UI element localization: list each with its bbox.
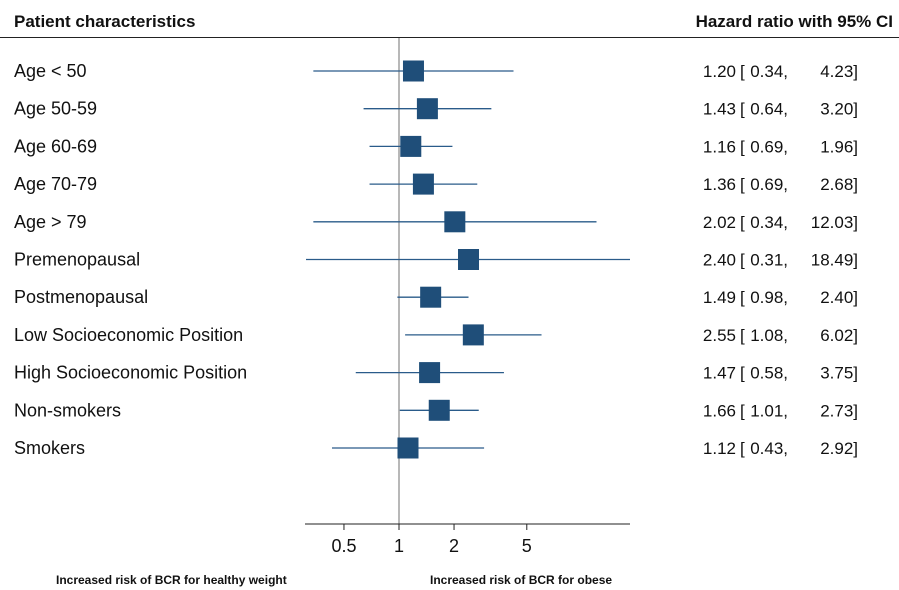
header-hazard-ratio: Hazard ratio with 95% CI bbox=[695, 12, 893, 31]
ci-upper-value: 18.49] bbox=[811, 251, 858, 270]
hr-value: 2.02 bbox=[703, 213, 736, 232]
ci-open-bracket: [ bbox=[740, 137, 745, 156]
hr-marker bbox=[400, 135, 422, 157]
hr-value: 1.47 bbox=[703, 364, 736, 383]
hr-marker bbox=[412, 173, 434, 195]
ci-lower-value: 0.98, bbox=[750, 288, 788, 307]
ci-upper-value: 1.96] bbox=[820, 137, 858, 156]
hr-value: 2.55 bbox=[703, 326, 736, 345]
ci-upper-value: 3.20] bbox=[820, 100, 858, 119]
footer-healthy-weight: Increased risk of BCR for healthy weight bbox=[56, 573, 287, 587]
row-label: Premenopausal bbox=[14, 250, 140, 270]
hr-value: 1.12 bbox=[703, 439, 736, 458]
ci-lower-value: 0.31, bbox=[750, 251, 788, 270]
hr-marker bbox=[420, 286, 442, 308]
header-patient-characteristics: Patient characteristics bbox=[14, 12, 196, 31]
row-label: Age 50-59 bbox=[14, 99, 97, 119]
row-label: Postmenopausal bbox=[14, 287, 148, 307]
ci-upper-value: 3.75] bbox=[820, 364, 858, 383]
ci-lower-value: 1.01, bbox=[750, 401, 788, 420]
hr-marker bbox=[402, 60, 424, 82]
ci-upper-value: 2.40] bbox=[820, 288, 858, 307]
row-label: Age 70-79 bbox=[14, 174, 97, 194]
ci-upper-value: 2.92] bbox=[820, 439, 858, 458]
hr-marker bbox=[397, 437, 419, 459]
ci-upper-value: 4.23] bbox=[820, 62, 858, 81]
ci-upper-value: 12.03] bbox=[811, 213, 858, 232]
hr-marker bbox=[458, 249, 480, 270]
ci-open-bracket: [ bbox=[740, 100, 745, 119]
hr-value: 1.16 bbox=[703, 137, 736, 156]
x-tick-label: 0.5 bbox=[331, 536, 356, 556]
row-label: Age < 50 bbox=[14, 61, 87, 81]
header-rule bbox=[0, 37, 899, 38]
ci-lower-value: 0.43, bbox=[750, 439, 788, 458]
ci-open-bracket: [ bbox=[740, 439, 745, 458]
ci-upper-value: 2.68] bbox=[820, 175, 858, 194]
ci-open-bracket: [ bbox=[740, 251, 745, 270]
hr-value: 1.36 bbox=[703, 175, 736, 194]
ci-lower-value: 0.69, bbox=[750, 175, 788, 194]
x-tick-label: 5 bbox=[522, 536, 532, 556]
hr-value: 1.20 bbox=[703, 62, 736, 81]
ci-upper-value: 2.73] bbox=[820, 401, 858, 420]
hr-marker bbox=[419, 362, 441, 384]
row-label: High Socioeconomic Position bbox=[14, 363, 247, 383]
ci-open-bracket: [ bbox=[740, 288, 745, 307]
ci-lower-value: 0.58, bbox=[750, 364, 788, 383]
x-tick-label: 2 bbox=[449, 536, 459, 556]
row-label: Age 60-69 bbox=[14, 136, 97, 156]
ci-open-bracket: [ bbox=[740, 175, 745, 194]
ci-open-bracket: [ bbox=[740, 62, 745, 81]
row-label: Smokers bbox=[14, 438, 85, 458]
hr-value: 1.43 bbox=[703, 100, 736, 119]
hr-marker bbox=[462, 324, 484, 346]
ci-lower-value: 0.34, bbox=[750, 62, 788, 81]
ci-open-bracket: [ bbox=[740, 364, 745, 383]
ci-lower-value: 0.69, bbox=[750, 137, 788, 156]
ci-upper-value: 6.02] bbox=[820, 326, 858, 345]
x-tick-label: 1 bbox=[394, 536, 404, 556]
ci-lower-value: 0.64, bbox=[750, 100, 788, 119]
hr-value: 2.40 bbox=[703, 251, 736, 270]
hr-marker bbox=[428, 399, 450, 421]
ci-lower-value: 0.34, bbox=[750, 213, 788, 232]
hr-value: 1.49 bbox=[703, 288, 736, 307]
row-label: Low Socioeconomic Position bbox=[14, 325, 243, 345]
hr-marker bbox=[416, 98, 438, 120]
ci-open-bracket: [ bbox=[740, 326, 745, 345]
hr-marker bbox=[444, 211, 466, 233]
row-label: Non-smokers bbox=[14, 400, 121, 420]
row-label: Age > 79 bbox=[14, 212, 87, 232]
footer-obese: Increased risk of BCR for obese bbox=[430, 573, 613, 587]
hr-value: 1.66 bbox=[703, 401, 736, 420]
ci-lower-value: 1.08, bbox=[750, 326, 788, 345]
ci-open-bracket: [ bbox=[740, 213, 745, 232]
ci-open-bracket: [ bbox=[740, 401, 745, 420]
